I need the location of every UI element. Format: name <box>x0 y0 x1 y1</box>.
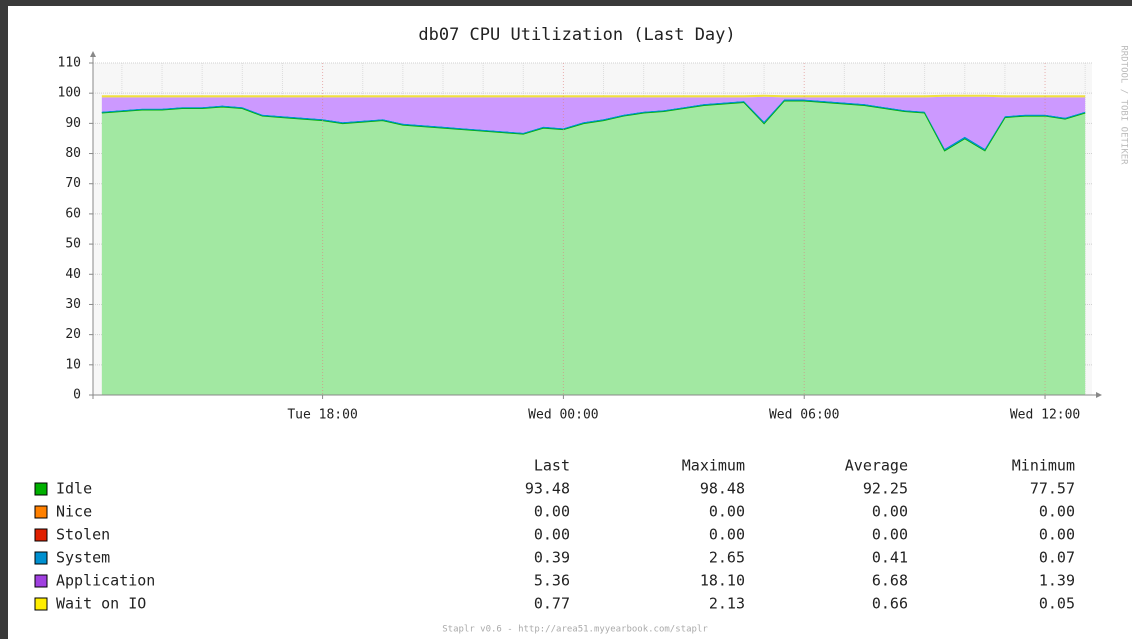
legend-swatch <box>34 551 48 565</box>
legend-stat: 0.07 <box>1039 549 1075 567</box>
legend-stat: 0.00 <box>709 526 745 544</box>
legend-label: Stolen <box>56 526 110 544</box>
y-tick-label: 30 <box>65 297 81 312</box>
y-tick-label: 20 <box>65 327 81 342</box>
y-axis-arrow <box>90 51 96 57</box>
legend-label: System <box>56 549 110 567</box>
legend-column-header: Minimum <box>1012 457 1075 475</box>
legend-stat: 77.57 <box>1030 480 1075 498</box>
legend-stat: 0.77 <box>534 595 570 613</box>
legend-stat: 0.05 <box>1039 595 1075 613</box>
y-tick-label: 80 <box>65 146 81 161</box>
legend-column-header: Maximum <box>682 457 745 475</box>
legend-stat: 93.48 <box>525 480 570 498</box>
legend-label: Idle <box>56 480 92 498</box>
legend-label: Nice <box>56 503 92 521</box>
x-tick-label: Wed 12:00 <box>1010 408 1080 423</box>
y-tick-label: 110 <box>58 56 81 71</box>
legend-stat: 0.00 <box>872 526 908 544</box>
legend-swatch <box>34 597 48 611</box>
area <box>101 100 1086 396</box>
legend-label: Wait on IO <box>56 595 146 613</box>
legend-stat: 2.13 <box>709 595 745 613</box>
legend-stat: 2.65 <box>709 549 745 567</box>
y-tick-label: 0 <box>73 388 81 403</box>
legend-label: Application <box>56 572 155 590</box>
legend-swatch <box>34 574 48 588</box>
y-tick-label: 70 <box>65 176 81 191</box>
legend-swatch <box>34 528 48 542</box>
y-tick-label: 90 <box>65 116 81 131</box>
legend-swatch <box>34 505 48 519</box>
chart-title: db07 CPU Utilization (Last Day) <box>418 25 735 45</box>
legend-stat: 98.48 <box>700 480 745 498</box>
footer: Staplr v0.6 - http://area51.myyearbook.c… <box>442 625 708 635</box>
y-tick-label: 40 <box>65 267 81 282</box>
legend-stat: 5.36 <box>534 572 570 590</box>
legend-stat: 0.39 <box>534 549 570 567</box>
legend-stat: 0.66 <box>872 595 908 613</box>
legend-swatch <box>34 482 48 496</box>
legend-stat: 1.39 <box>1039 572 1075 590</box>
area <box>101 94 1086 98</box>
legend-column-header: Last <box>534 457 570 475</box>
y-tick-label: 50 <box>65 237 81 252</box>
legend-stat: 0.00 <box>1039 503 1075 521</box>
legend-stat: 18.10 <box>700 572 745 590</box>
x-tick-label: Wed 06:00 <box>769 408 839 423</box>
x-tick-label: Tue 18:00 <box>287 408 357 423</box>
legend-stat: 92.25 <box>863 480 908 498</box>
area <box>101 96 1086 149</box>
legend-stat: 0.41 <box>872 549 908 567</box>
side-label: RRDTOOL / TOBI OETIKER <box>1119 45 1129 165</box>
legend-stat: 0.00 <box>534 526 570 544</box>
legend-column-header: Average <box>845 457 908 475</box>
legend-stat: 0.00 <box>534 503 570 521</box>
legend-stat: 0.00 <box>872 503 908 521</box>
y-tick-label: 100 <box>58 86 81 101</box>
x-tick-label: Wed 00:00 <box>528 408 598 423</box>
y-tick-label: 10 <box>65 357 81 372</box>
x-axis-arrow <box>1096 392 1102 398</box>
legend-stat: 6.68 <box>872 572 908 590</box>
legend-stat: 0.00 <box>1039 526 1075 544</box>
y-tick-label: 60 <box>65 206 81 221</box>
legend-stat: 0.00 <box>709 503 745 521</box>
